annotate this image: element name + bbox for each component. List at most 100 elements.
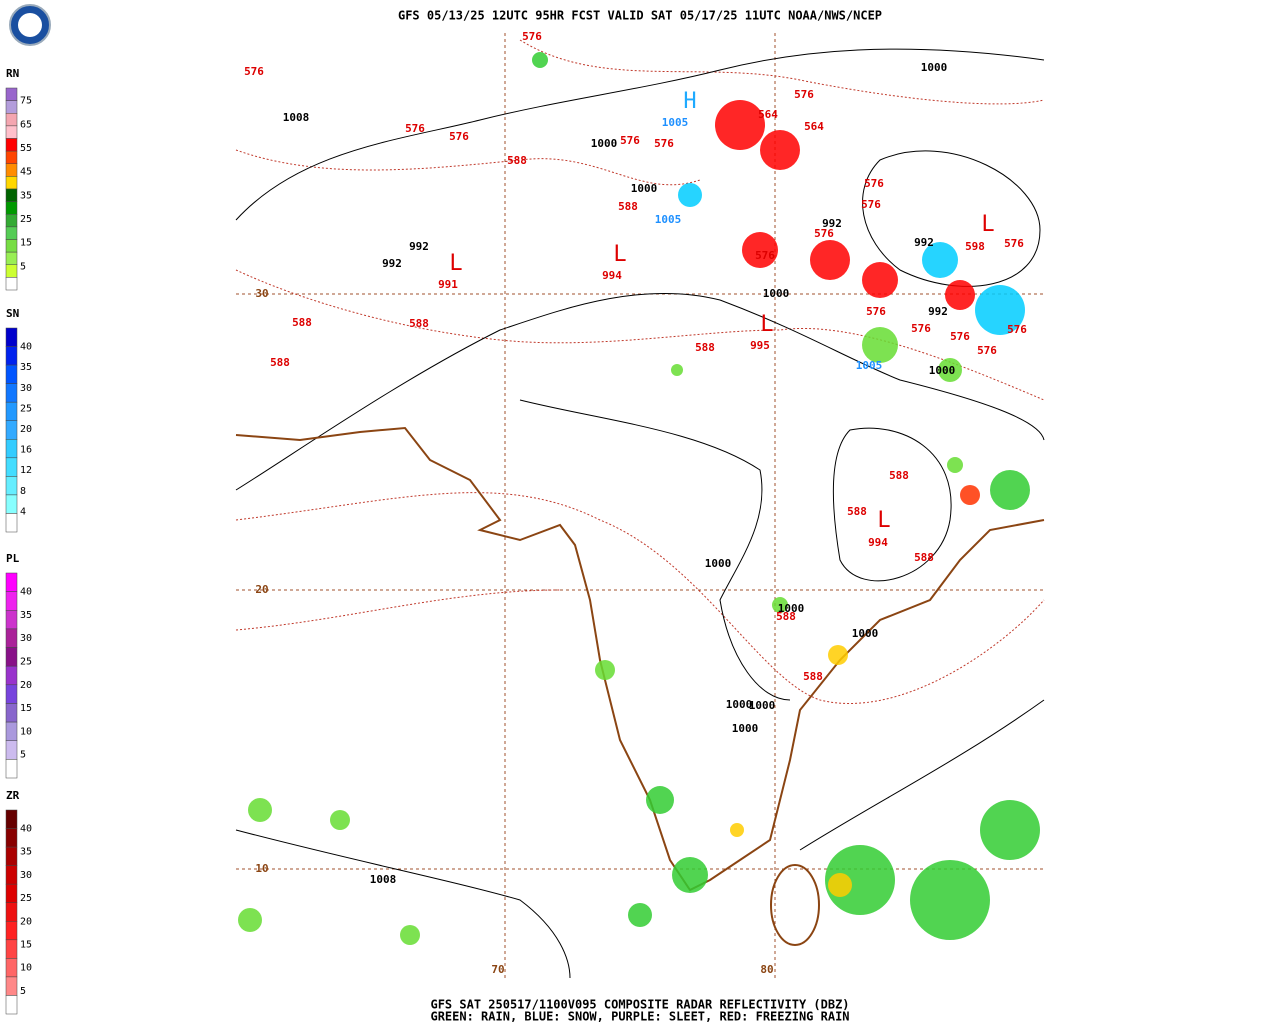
black-label: 1000 <box>749 699 776 712</box>
precip-cell <box>825 845 895 915</box>
precip-cell <box>715 100 765 150</box>
legend-tick-label: 30 <box>20 383 32 394</box>
black-label: 1000 <box>726 698 753 711</box>
red-label: 576 <box>405 122 425 135</box>
black-label: 1000 <box>705 557 732 570</box>
legend-swatch <box>5 150 18 164</box>
legend-swatch <box>5 628 18 648</box>
legend-swatch <box>5 113 18 127</box>
black-label: 1000 <box>921 61 948 74</box>
red-label: 995 <box>750 339 770 352</box>
contour <box>235 492 1045 705</box>
legend-swatch <box>5 327 18 347</box>
red-label: 576 <box>620 134 640 147</box>
precip-cell <box>945 280 975 310</box>
black-label: 1000 <box>732 722 759 735</box>
legend-swatch <box>5 138 18 152</box>
legend-tick-label: 75 <box>20 96 32 107</box>
isobar <box>832 427 952 582</box>
legend-swatch <box>5 214 18 228</box>
grid-label: 70 <box>491 963 504 976</box>
legend-swatch <box>5 251 18 265</box>
legend-swatch <box>5 439 18 459</box>
red-label: 588 <box>409 317 429 330</box>
blue-label: 1005 <box>655 213 682 226</box>
title: GFS 05/13/25 12UTC 95HR FCST VALID SAT 0… <box>398 9 882 23</box>
red-label: 588 <box>889 469 909 482</box>
low-center: L <box>981 212 994 237</box>
grid-label: 80 <box>760 963 773 976</box>
grid-label: 30 <box>255 287 268 300</box>
legend-swatch <box>5 364 18 384</box>
isobar <box>799 699 1045 851</box>
legend-swatch <box>5 865 18 885</box>
legend-tick-label: 16 <box>20 445 32 456</box>
legend-tick-label: 10 <box>20 726 32 737</box>
precip-cell <box>730 823 744 837</box>
black-label: 1008 <box>370 873 397 886</box>
legend-tick-label: 25 <box>20 893 32 904</box>
red-label: 588 <box>803 670 823 683</box>
legend-swatch <box>5 721 18 741</box>
legend-tick-label: 15 <box>20 939 32 950</box>
legend-swatch <box>5 176 18 190</box>
red-label: 588 <box>618 200 638 213</box>
legend-swatch <box>5 958 18 978</box>
black-label: 1008 <box>283 111 310 124</box>
red-label: 576 <box>654 137 674 150</box>
legend-tick-label: 35 <box>20 190 32 201</box>
red-label: 576 <box>911 322 931 335</box>
legend-swatch <box>5 572 18 592</box>
low-center: L <box>877 508 890 533</box>
precip-cell <box>960 485 980 505</box>
black-label: 992 <box>928 305 948 318</box>
red-label: 588 <box>270 356 290 369</box>
precip-cell <box>910 860 990 940</box>
map-area <box>236 33 1044 978</box>
legend-swatch <box>5 610 18 630</box>
precip-cell <box>772 597 788 613</box>
precip-cell <box>947 457 963 473</box>
red-label: 576 <box>977 344 997 357</box>
red-label: 994 <box>602 269 622 282</box>
legend-tick-label: 10 <box>20 963 32 974</box>
legend-tick-label: 35 <box>20 610 32 621</box>
legend-tick-label: 8 <box>20 486 26 497</box>
black-label: 1000 <box>778 602 805 615</box>
precip-cell <box>400 925 420 945</box>
precip-cell <box>248 798 272 822</box>
legend-swatch <box>5 188 18 202</box>
legend-swatch <box>5 100 18 114</box>
legend-tick-label: 40 <box>20 587 32 598</box>
precip-cell <box>828 645 848 665</box>
precip-cell <box>828 873 852 897</box>
contour <box>235 589 561 631</box>
black-label: 992 <box>409 240 429 253</box>
isobar <box>235 829 571 979</box>
precip-cell <box>646 786 674 814</box>
legend-tick-label: 20 <box>20 424 32 435</box>
red-label: 588 <box>914 551 934 564</box>
precip-cell <box>628 903 652 927</box>
legend-swatch <box>5 163 18 177</box>
precipitation <box>238 52 1040 945</box>
black-label: 1000 <box>852 627 879 640</box>
legend-tick-label: 25 <box>20 403 32 414</box>
legend-swatch <box>5 346 18 366</box>
legend-tick-label: 5 <box>20 986 26 997</box>
legend-tick-label: 30 <box>20 633 32 644</box>
legend-title: ZR <box>6 789 20 802</box>
red-label: 576 <box>755 249 775 262</box>
isobar <box>235 292 1045 491</box>
noaa-logo-inner <box>18 13 42 37</box>
legend-swatch <box>5 239 18 253</box>
legend-swatch <box>5 383 18 403</box>
precip-cell <box>810 240 850 280</box>
precip-cell <box>990 470 1030 510</box>
low-center: L <box>613 242 626 267</box>
legend-tick-label: 25 <box>20 214 32 225</box>
coastline <box>235 426 1045 946</box>
precip-cell <box>922 242 958 278</box>
precip-cell <box>862 327 898 363</box>
